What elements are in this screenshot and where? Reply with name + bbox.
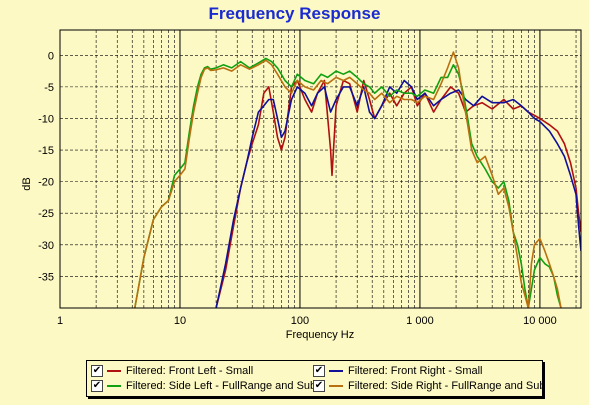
legend-swatch-front-left <box>107 370 121 372</box>
y-tick-label: -15 <box>38 145 54 157</box>
x-tick-label: 10 000 <box>523 315 557 327</box>
y-tick-labels: 0 -5 -10 -15 -20 -25 -30 -35 <box>38 50 54 283</box>
x-axis-label: Frequency Hz <box>285 329 355 341</box>
y-tick-label: -10 <box>38 113 54 125</box>
legend-swatch-side-left <box>107 385 121 387</box>
x-tick-label: 10 <box>174 315 186 327</box>
y-tick-label: -20 <box>38 177 54 189</box>
legend-item-side-left[interactable]: ✔ Filtered: Side Left - FullRange and Su… <box>91 379 316 393</box>
y-tick-label: -5 <box>44 82 54 94</box>
y-axis-label: dB <box>21 177 33 191</box>
legend-item-front-left[interactable]: ✔ Filtered: Front Left - Small <box>91 364 253 378</box>
plot-frame <box>59 29 582 309</box>
y-tick-label: 0 <box>48 50 54 62</box>
legend-label-front-right: Filtered: Front Right - Small <box>348 365 483 377</box>
legend-checkbox-side-left[interactable]: ✔ <box>91 380 103 392</box>
plot-area <box>60 30 581 308</box>
legend-label-side-left: Filtered: Side Left - FullRange and Sub <box>126 380 317 392</box>
legend-item-front-right[interactable]: ✔ Filtered: Front Right - Small <box>313 364 482 378</box>
x-tick-label: 1 000 <box>406 315 434 327</box>
y-tick-label: -35 <box>38 271 54 283</box>
legend-checkbox-side-right[interactable]: ✔ <box>313 380 325 392</box>
legend-checkbox-front-right[interactable]: ✔ <box>313 365 325 377</box>
chart-title: Frequency Response <box>208 4 381 23</box>
y-tick-label: -30 <box>38 240 54 252</box>
legend-label-side-right: Filtered: Side Right - FullRange and Sub <box>348 380 546 392</box>
legend-label-front-left: Filtered: Front Left - Small <box>126 365 254 377</box>
x-tick-label: 1 <box>57 315 63 327</box>
legend-swatch-side-right <box>329 385 343 387</box>
x-tick-labels: 1 10 100 1 000 10 000 <box>57 315 557 327</box>
legend-checkbox-front-left[interactable]: ✔ <box>91 365 103 377</box>
legend-swatch-front-right <box>329 370 343 372</box>
series-line-3 <box>134 51 562 308</box>
chart-legend: ✔ Filtered: Front Left - Small ✔ Filtere… <box>86 360 546 397</box>
legend-item-side-right[interactable]: ✔ Filtered: Side Right - FullRange and S… <box>313 379 546 393</box>
series-layer <box>134 51 581 308</box>
x-tick-label: 100 <box>291 315 309 327</box>
series-line-1 <box>215 79 581 308</box>
grid-lines <box>59 30 581 308</box>
y-tick-label: -25 <box>38 208 54 220</box>
